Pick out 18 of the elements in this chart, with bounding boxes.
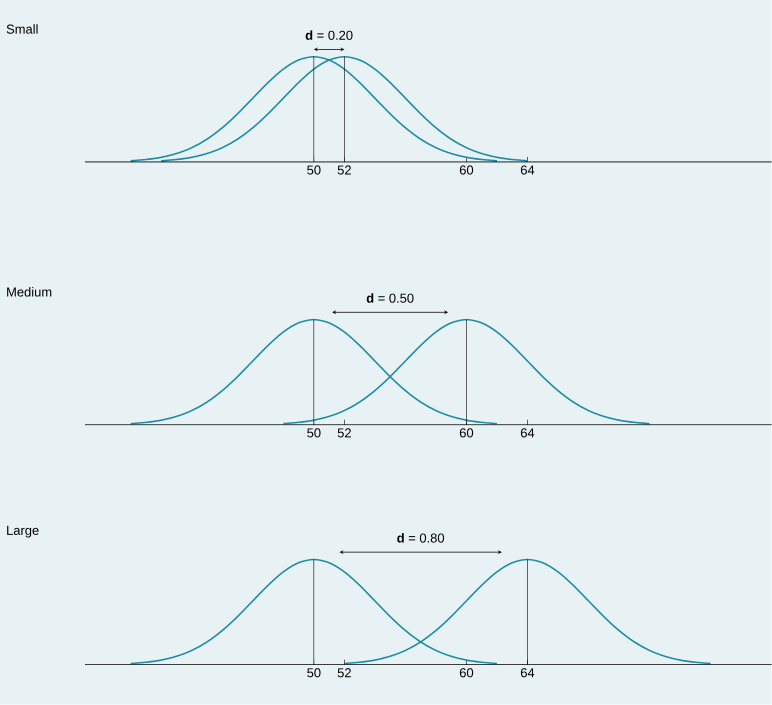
x-tick-label: 64 (520, 428, 534, 438)
text: d = 0.80 (397, 533, 444, 543)
x-tick-label: 50 (307, 668, 321, 678)
x-tick-label: 60 (460, 166, 474, 175)
x-tick-label: 64 (520, 166, 534, 175)
x-tick-label: 60 (460, 668, 474, 678)
x-tick-label: 52 (338, 428, 351, 438)
text: d = 0.50 (366, 293, 414, 303)
x-tick-label: 50 (307, 166, 321, 175)
x-tick-label: 60 (460, 428, 474, 438)
x-tick-label: 52 (338, 166, 351, 175)
chart-title: Large (7, 526, 39, 538)
text: d = 0.20 (306, 30, 353, 40)
x-tick-label: 52 (338, 668, 351, 678)
x-tick-label: 50 (307, 428, 321, 438)
chart-title: Medium (7, 287, 52, 297)
chart-title: Small (6, 24, 38, 34)
x-tick-label: 64 (520, 668, 534, 678)
